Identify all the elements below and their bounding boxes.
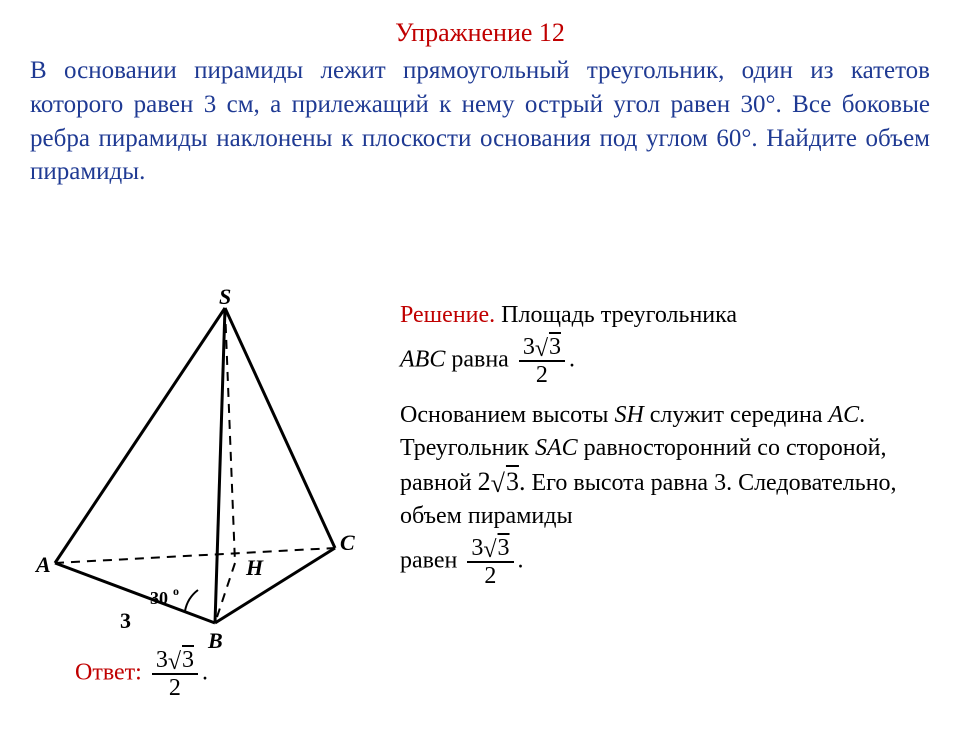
svg-text:B: B <box>207 628 223 653</box>
period-2: . <box>518 547 524 573</box>
svg-text:H: H <box>245 555 264 580</box>
svg-text:A: A <box>34 552 51 577</box>
equals-text-2: равен <box>400 547 463 573</box>
two-sqrt-three: 2√3. <box>478 467 526 496</box>
fraction-volume: 3√3 2 <box>467 536 513 588</box>
period-answer: . <box>202 660 208 686</box>
abc-label: ABC <box>400 347 445 373</box>
solution-line-3c: служит середина <box>644 402 829 428</box>
fraction-area: 3√3 2 <box>519 335 565 387</box>
exercise-title: Упражнение 12 <box>0 18 960 48</box>
svg-text:C: C <box>340 530 355 555</box>
problem-statement: В основании пирамиды лежит прямоугольный… <box>0 48 960 189</box>
solution-text-1: Площадь треугольника <box>495 302 737 328</box>
sh-label: SH <box>614 402 643 428</box>
sac-label: SAC <box>535 435 578 461</box>
svg-text:3: 3 <box>120 608 131 633</box>
fraction-answer: 3√3 2 <box>152 648 198 700</box>
answer-block: Ответ: 3√3 2 . <box>75 648 208 700</box>
solution-label: Решение. <box>400 302 495 328</box>
ac-label: AC <box>829 402 860 428</box>
solution-text: Решение. Площадь треугольника ABC равна … <box>400 293 940 588</box>
svg-text:S: S <box>219 288 231 309</box>
answer-label: Ответ: <box>75 660 148 686</box>
svg-text:30: 30 <box>150 588 168 608</box>
svg-text:o: o <box>173 584 179 598</box>
equals-text-1: равна <box>445 347 514 373</box>
pyramid-figure: S A C B H 30 o 3 <box>20 288 380 708</box>
solution-line-3a: Основанием высоты <box>400 402 614 428</box>
period-1: . <box>569 347 575 373</box>
